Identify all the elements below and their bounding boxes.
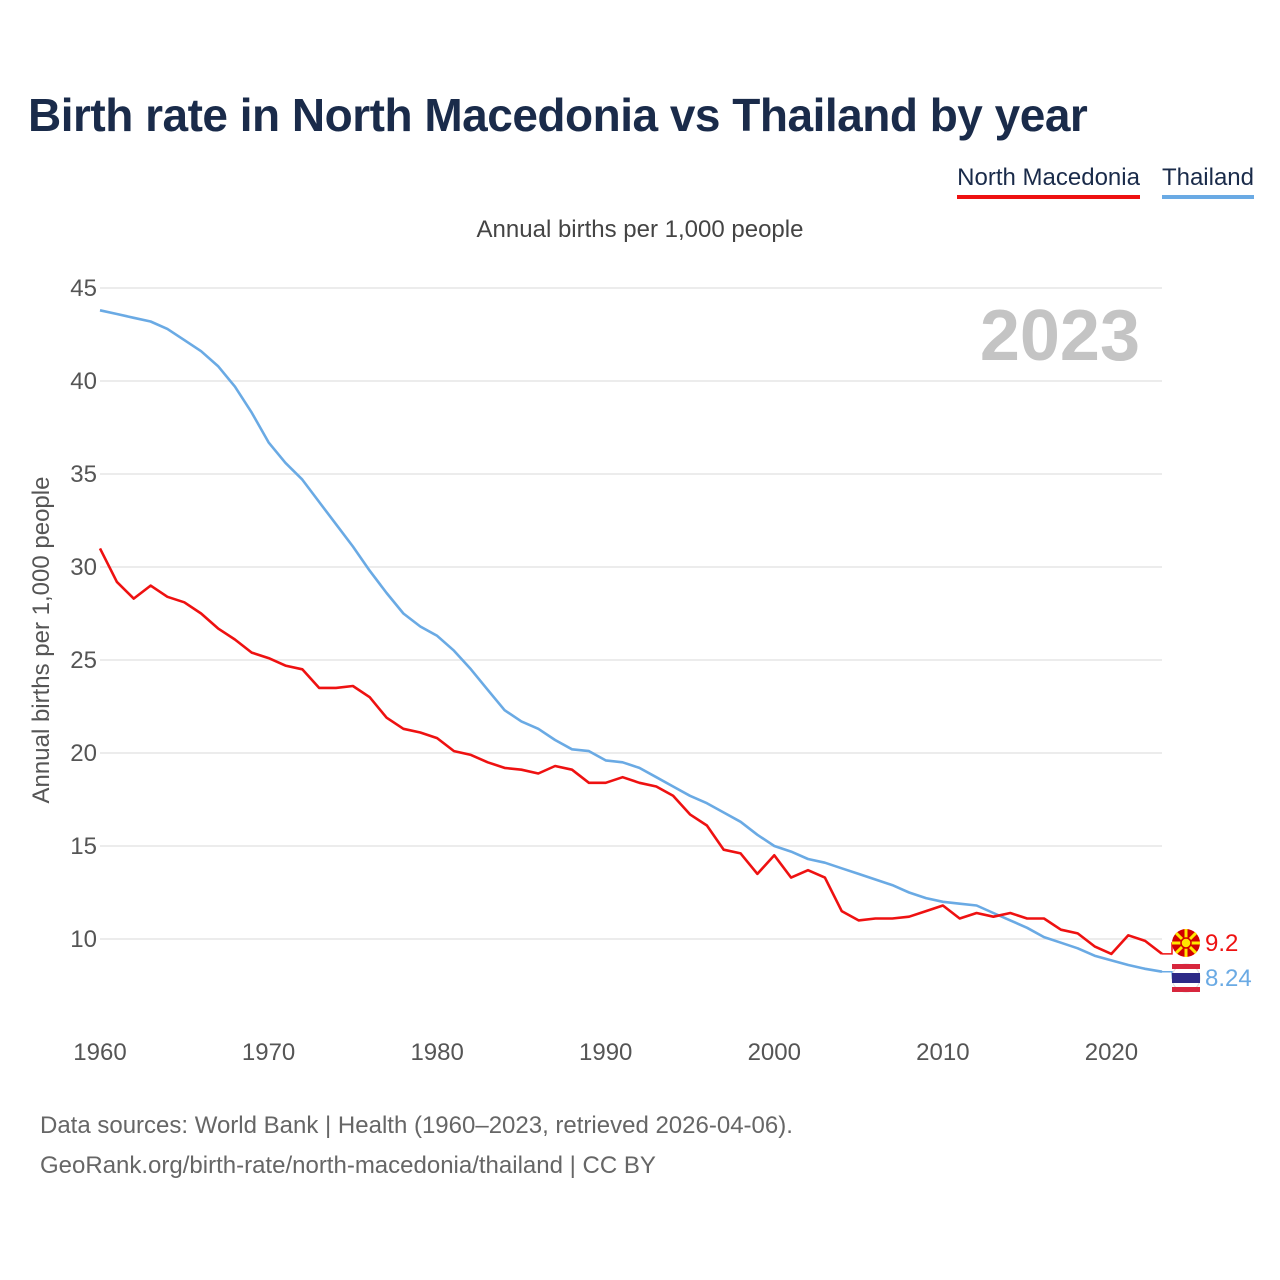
end-value-label-north-macedonia: 9.2	[1205, 930, 1238, 957]
legend-item-north-macedonia[interactable]: North Macedonia	[957, 164, 1140, 199]
source-url-text: GeoRank.org/birth-rate/north-macedonia/t…	[40, 1152, 656, 1179]
series-lines	[98, 309, 1163, 973]
y-tick-label: 30	[70, 554, 97, 581]
x-tick-label: 1980	[410, 1039, 463, 1066]
x-tick-label: 2020	[1085, 1039, 1138, 1066]
chart-subtitle: Annual births per 1,000 people	[476, 216, 804, 243]
x-axis-ticks: 1960 1970 1980 1990 2000 2010 2020	[73, 1039, 1138, 1066]
thailand-flag-icon	[1171, 963, 1201, 993]
y-tick-label: 20	[70, 740, 97, 767]
end-value-label-thailand: 8.24	[1205, 965, 1252, 992]
y-axis-ticks: 10 15 20 25 30 35 40 45	[70, 275, 97, 953]
y-tick-label: 35	[70, 461, 97, 488]
x-tick-label: 2010	[916, 1039, 969, 1066]
y-tick-label: 40	[70, 368, 97, 395]
series-line-thailand	[99, 309, 1163, 973]
legend-item-thailand[interactable]: Thailand	[1161, 164, 1254, 199]
x-tick-label: 1960	[73, 1039, 126, 1066]
series-line-north-macedonia	[98, 547, 1163, 956]
y-tick-label: 15	[70, 833, 97, 860]
gridlines	[100, 287, 1162, 940]
y-tick-label: 10	[70, 926, 97, 953]
x-tick-label: 1970	[242, 1039, 295, 1066]
north-macedonia-flag-icon	[1172, 929, 1200, 957]
data-source-text: Data sources: World Bank | Health (1960–…	[40, 1112, 793, 1139]
footer: Data sources: World Bank | Health (1960–…	[40, 1106, 793, 1186]
y-tick-label: 45	[70, 275, 97, 302]
year-watermark: 2023	[980, 296, 1140, 376]
chart-title: Birth rate in North Macedonia vs Thailan…	[28, 89, 1088, 141]
y-tick-label: 25	[70, 647, 97, 674]
legend: North Macedonia Thailand	[957, 164, 1254, 199]
x-tick-label: 2000	[748, 1039, 801, 1066]
series-end-markers: 9.2 8.24	[1162, 929, 1252, 993]
x-tick-label: 1990	[579, 1039, 632, 1066]
